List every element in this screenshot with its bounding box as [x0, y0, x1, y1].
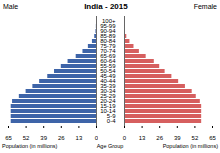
- svg-text:39: 39: [174, 135, 181, 141]
- html-text:India - 2015: India - 2015: [84, 1, 128, 11]
- svg-text:0: 0: [123, 135, 127, 141]
- html-text:Population (in millions): Population (in millions): [162, 143, 218, 149]
- svg-text:60-64: 60-64: [100, 58, 116, 65]
- svg-text:0-4: 0-4: [107, 118, 116, 124]
- html-text:Population (in millions): Population (in millions): [2, 143, 58, 149]
- svg-text:30-34: 30-34: [100, 88, 116, 95]
- svg-text:55-59: 55-59: [100, 63, 116, 70]
- svg-text:40-44: 40-44: [100, 78, 116, 85]
- html-text:Male: Male: [3, 2, 19, 10]
- svg-text:45-49: 45-49: [100, 73, 116, 80]
- svg-text:15-19: 15-19: [100, 103, 116, 110]
- svg-text:52: 52: [192, 135, 199, 141]
- svg-text:85-89: 85-89: [100, 33, 116, 40]
- svg-text:13: 13: [76, 135, 83, 141]
- svg-text:20-24: 20-24: [100, 98, 116, 105]
- svg-text:65: 65: [209, 135, 216, 141]
- svg-text:10-14: 10-14: [100, 108, 116, 115]
- svg-text:25-29: 25-29: [100, 93, 116, 100]
- svg-text:13: 13: [139, 135, 146, 141]
- svg-text:75-79: 75-79: [100, 43, 116, 50]
- svg-text:50-54: 50-54: [100, 68, 116, 75]
- html-text:Female: Female: [193, 2, 217, 10]
- svg-text:26: 26: [58, 135, 65, 141]
- svg-text:80-84: 80-84: [100, 38, 116, 45]
- svg-text:35-39: 35-39: [100, 83, 116, 90]
- html-text:Age Group: Age Group: [96, 143, 124, 149]
- svg-text:65-69: 65-69: [100, 53, 116, 60]
- svg-text:52: 52: [23, 135, 30, 141]
- svg-text:90-94: 90-94: [100, 28, 116, 35]
- svg-text:70-74: 70-74: [100, 48, 116, 55]
- svg-text:5-9: 5-9: [106, 113, 116, 120]
- svg-text:95-99: 95-99: [100, 23, 116, 30]
- svg-text:100+: 100+: [102, 18, 116, 25]
- svg-text:0: 0: [94, 134, 99, 141]
- svg-text:39: 39: [40, 135, 47, 141]
- svg-text:65: 65: [5, 135, 12, 141]
- svg-text:26: 26: [156, 135, 163, 141]
